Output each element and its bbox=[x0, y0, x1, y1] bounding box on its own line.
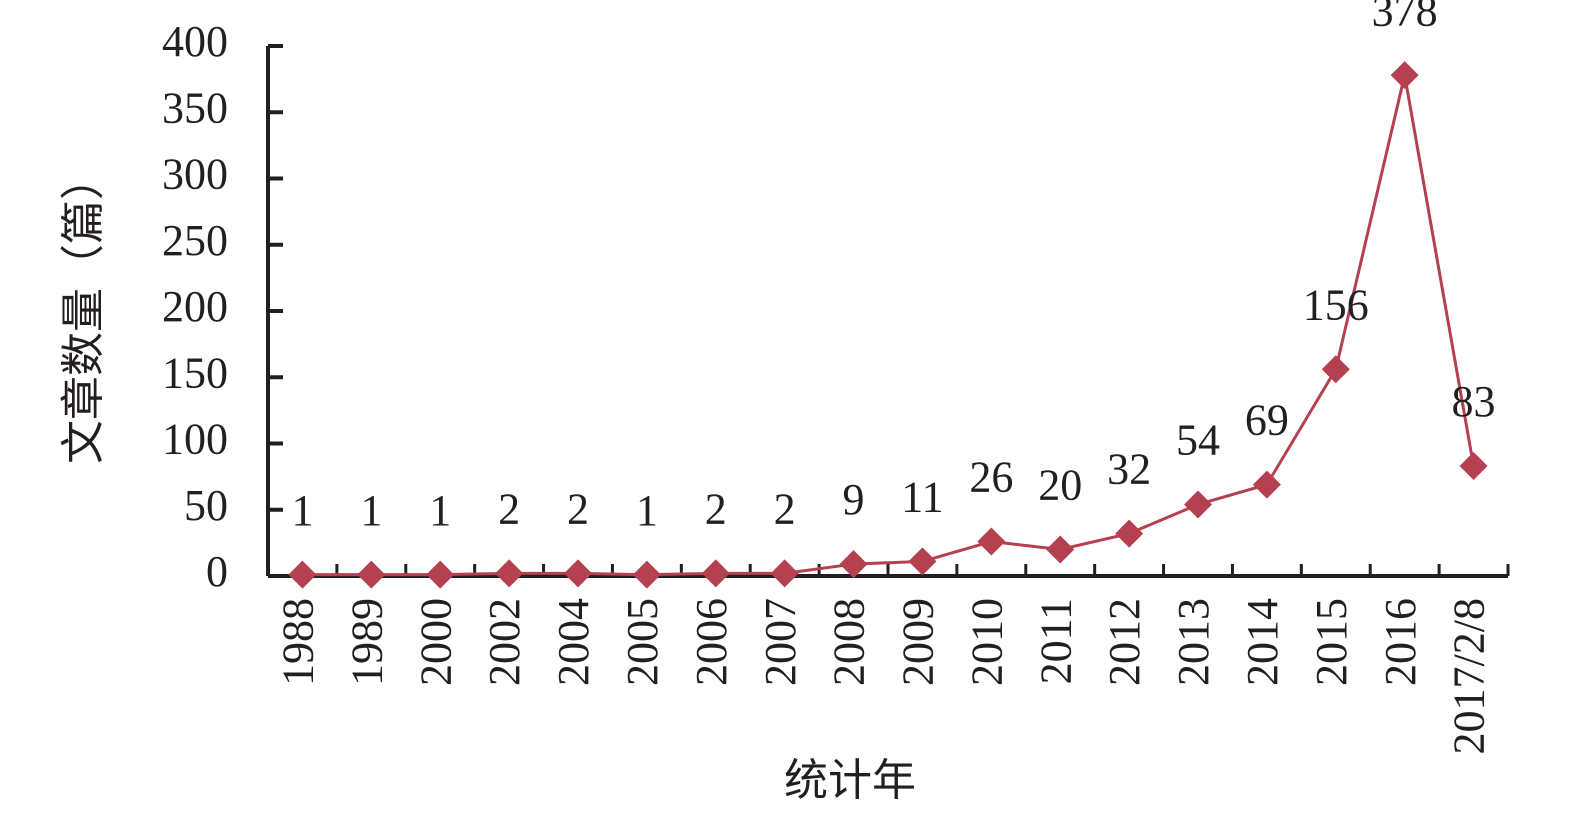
point bbox=[426, 560, 455, 589]
x-tick-label: 2000 bbox=[411, 598, 460, 686]
point bbox=[977, 527, 1006, 556]
point bbox=[564, 559, 592, 588]
y-axis-title: 文章数量（篇） bbox=[59, 156, 108, 464]
y-tick-label: 250 bbox=[162, 216, 228, 265]
x-tick-label: 2011 bbox=[1031, 598, 1080, 684]
data-label: 2 bbox=[498, 484, 520, 533]
x-tick-label: 2015 bbox=[1307, 598, 1356, 686]
data-label: 1 bbox=[636, 486, 658, 535]
x-axis-title: 统计年 bbox=[784, 756, 916, 805]
point bbox=[1115, 519, 1144, 548]
y-tick-label: 200 bbox=[162, 282, 228, 331]
data-label: 9 bbox=[843, 475, 865, 524]
data-label: 54 bbox=[1176, 416, 1220, 465]
point bbox=[1321, 355, 1350, 384]
x-tick-label: 2002 bbox=[480, 598, 529, 686]
y-tick-label: 150 bbox=[162, 348, 228, 397]
point bbox=[357, 560, 386, 589]
data-label: 32 bbox=[1107, 445, 1151, 494]
x-tick-label: 2017/2/8 bbox=[1445, 598, 1494, 754]
point bbox=[839, 550, 868, 579]
point bbox=[1046, 535, 1075, 564]
series-line bbox=[302, 74, 1476, 577]
x-tick-label: 2012 bbox=[1100, 598, 1149, 686]
x-tick-label: 2007 bbox=[756, 598, 805, 686]
x-tick-label: 1989 bbox=[342, 598, 391, 686]
point bbox=[1459, 452, 1488, 481]
x-tick-label: 2010 bbox=[962, 598, 1011, 686]
x-tick-label: 2016 bbox=[1376, 598, 1425, 686]
x-tick-label: 2014 bbox=[1238, 598, 1287, 686]
data-label: 11 bbox=[901, 473, 943, 522]
data-label: 1 bbox=[291, 486, 313, 535]
point bbox=[701, 559, 730, 588]
point bbox=[908, 547, 937, 576]
data-label: 378 bbox=[1372, 0, 1438, 35]
data-label: 69 bbox=[1245, 396, 1289, 445]
y-tick-label: 100 bbox=[162, 415, 228, 464]
data-label: 2 bbox=[774, 484, 796, 533]
point bbox=[632, 560, 661, 589]
data-label: 1 bbox=[360, 486, 382, 535]
data-label: 156 bbox=[1303, 280, 1369, 329]
point bbox=[770, 559, 799, 588]
data-label: 2 bbox=[705, 484, 727, 533]
x-tick-label: 2009 bbox=[894, 598, 943, 686]
y-tick-label: 0 bbox=[206, 547, 228, 596]
x-tick-label: 2013 bbox=[1169, 598, 1218, 686]
x-tick-label: 2005 bbox=[618, 598, 667, 686]
point bbox=[1390, 61, 1419, 90]
data-label: 83 bbox=[1452, 377, 1496, 426]
x-tick-label: 2006 bbox=[687, 598, 736, 686]
data-label: 20 bbox=[1038, 461, 1082, 510]
data-label: 1 bbox=[429, 486, 451, 535]
point bbox=[1252, 470, 1281, 499]
y-tick-label: 400 bbox=[162, 17, 228, 66]
data-label: 2 bbox=[567, 484, 589, 533]
point bbox=[495, 559, 524, 588]
x-tick-label: 2008 bbox=[825, 598, 874, 686]
data-label: 26 bbox=[969, 453, 1013, 502]
y-tick-label: 50 bbox=[184, 481, 228, 530]
y-tick-label: 350 bbox=[162, 83, 228, 132]
point bbox=[1184, 490, 1212, 519]
x-tick-label: 2004 bbox=[549, 598, 598, 686]
y-tick-label: 300 bbox=[162, 150, 228, 199]
x-tick-label: 1988 bbox=[274, 598, 323, 686]
point bbox=[288, 560, 317, 589]
